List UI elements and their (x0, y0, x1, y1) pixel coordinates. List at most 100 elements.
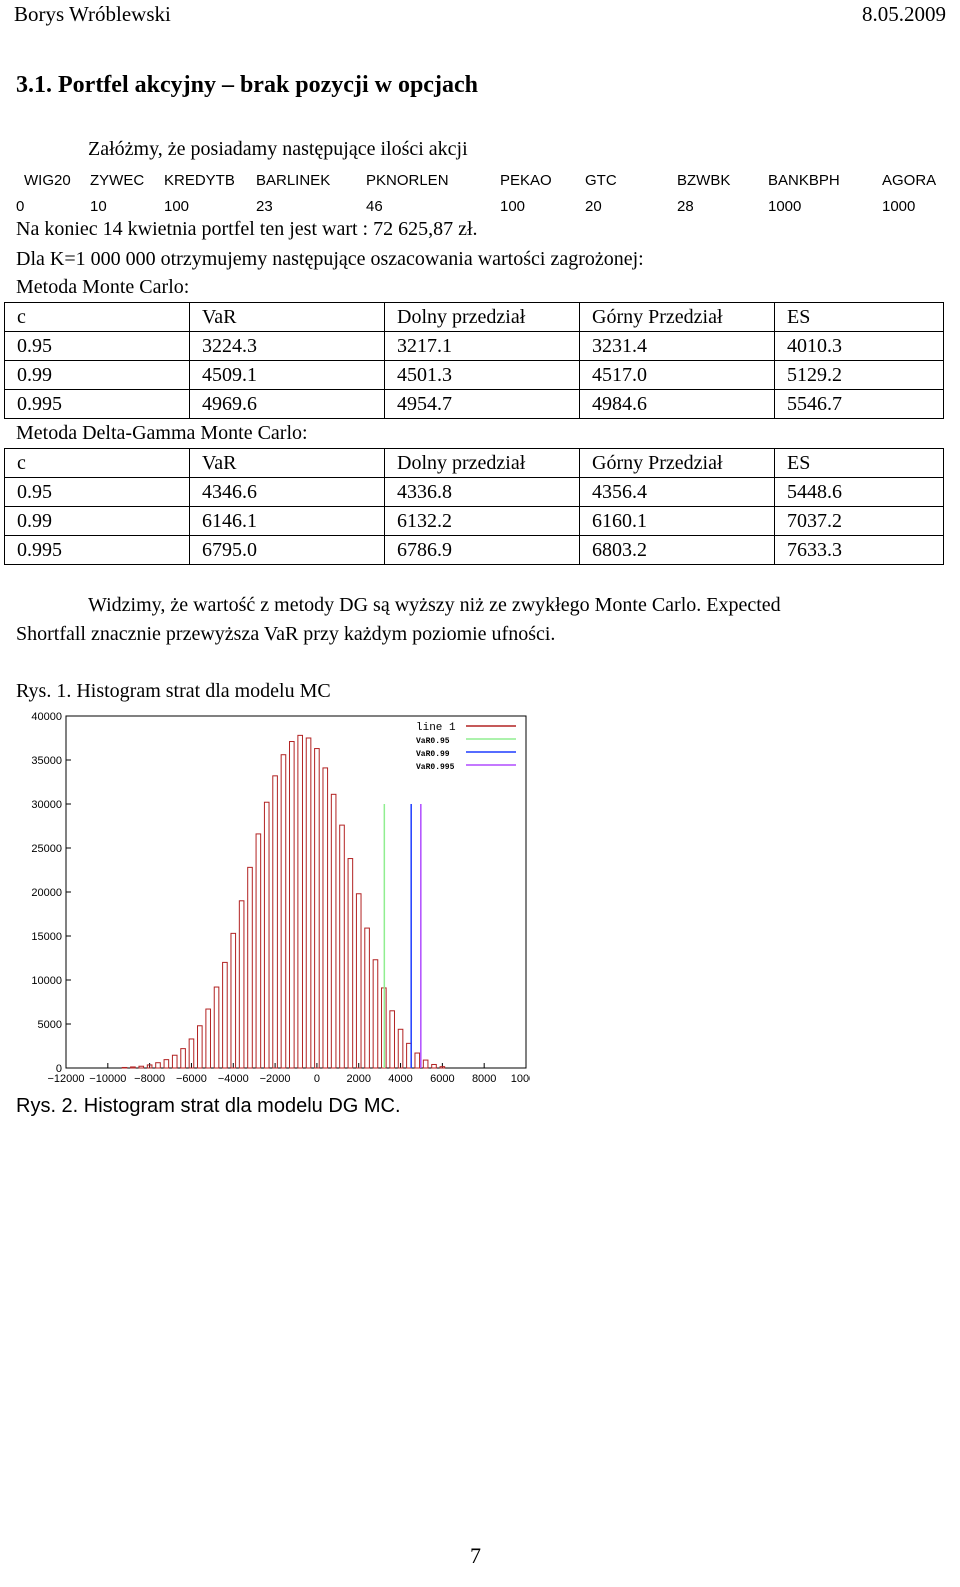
table-cell: 4336.8 (384, 477, 580, 507)
histogram-bar (372, 959, 379, 1069)
header-cell: Górny Przedział (579, 448, 775, 478)
x-tick-label: 0 (314, 1073, 320, 1085)
table-cell: 3231.4 (579, 331, 775, 361)
conclusion-line-1: Widzimy, że wartość z metody DG są wyższ… (88, 594, 781, 616)
histogram-bar (322, 767, 329, 1069)
header-cell: Dolny przedział (384, 448, 580, 478)
table-header-row: c VaR Dolny przedział Górny Przedział ES (4, 448, 944, 478)
table-cell: 7633.3 (774, 535, 944, 565)
table-cell: 4501.3 (384, 360, 580, 390)
y-tick-label: 5000 (38, 1019, 62, 1031)
stock-quantity: 28 (677, 198, 694, 215)
histogram-chart: 0500010000150002000025000300003500040000… (31, 711, 530, 1085)
table-header-row: c VaR Dolny przedział Górny Przedział ES (4, 302, 944, 332)
header-cell: Dolny przedział (384, 302, 580, 332)
histogram-bar (197, 1025, 203, 1069)
header-cell: VaR (189, 302, 385, 332)
histogram-bar (138, 1065, 145, 1069)
histogram-bar (180, 1048, 186, 1069)
table-cell: 0.95 (4, 477, 190, 507)
histogram-bar (314, 748, 320, 1069)
table-cell: 3217.1 (384, 331, 580, 361)
intro-text: Załóżmy, że posiadamy następujące ilości… (88, 138, 468, 160)
histogram-bar (305, 737, 312, 1069)
stock-name: GTC (585, 172, 617, 189)
table-cell: 4969.6 (189, 389, 385, 419)
table-cell: 0.99 (4, 360, 190, 390)
stock-quantity: 1000 (882, 198, 916, 215)
histogram-bar (222, 961, 228, 1069)
histogram-bar (163, 1059, 170, 1069)
stock-name: BANKBPH (768, 172, 840, 189)
stock-name: PEKAO (500, 172, 552, 189)
x-tick-label: −2000 (260, 1073, 291, 1085)
stock-quantity: 100 (164, 198, 190, 215)
stock-quantities-row: 0 10 100 23 46 100 20 28 1000 1000 (0, 198, 960, 222)
histogram-bar (347, 858, 354, 1069)
dgmc-method-title: Metoda Delta-Gamma Monte Carlo: (16, 422, 308, 444)
table-cell: 4984.6 (579, 389, 775, 419)
table-cell: 0.995 (4, 535, 190, 565)
stock-name: BZWBK (677, 172, 731, 189)
table-cell: 6786.9 (384, 535, 580, 565)
histogram-bar (205, 1008, 211, 1069)
table-cell: 5448.6 (774, 477, 944, 507)
table-cell: 5129.2 (774, 360, 944, 390)
table-cell: 4517.0 (579, 360, 775, 390)
table-cell: 4356.4 (579, 477, 775, 507)
x-tick-label: −4000 (218, 1073, 249, 1085)
header-cell: Górny Przedział (579, 302, 775, 332)
x-tick-label: 4000 (388, 1073, 412, 1085)
table-cell: 6146.1 (189, 506, 385, 536)
y-tick-label: 0 (56, 1063, 62, 1075)
legend-label: VaR0.95 (416, 737, 450, 746)
x-tick-label: −8000 (134, 1073, 165, 1085)
histogram-bar (130, 1066, 136, 1069)
x-tick-label: 6000 (430, 1073, 454, 1085)
page-number: 7 (470, 1543, 481, 1568)
table-cell: 5546.7 (774, 389, 944, 419)
histogram-bar (364, 927, 370, 1069)
histogram-bar (280, 754, 287, 1069)
histogram-bar (255, 833, 262, 1069)
histogram-bar (330, 793, 337, 1069)
header-cell: c (4, 302, 190, 332)
stock-quantity: 1000 (768, 198, 802, 215)
table-cell: 6795.0 (189, 535, 385, 565)
histogram-bar (389, 1010, 395, 1069)
y-tick-label: 25000 (31, 843, 62, 855)
histogram-bar (121, 1066, 128, 1069)
y-tick-label: 30000 (31, 799, 62, 811)
figure-1-caption: Rys. 1. Histogram strat dla modelu MC (16, 680, 331, 702)
x-tick-label: −10000 (89, 1073, 126, 1085)
stock-names-row: WIG20 ZYWEC KREDYTB BARLINEK PKNORLEN PE… (0, 172, 960, 196)
histogram-bar (238, 900, 245, 1069)
histogram-bar (263, 801, 270, 1069)
table-row: 0.995 4969.6 4954.7 4984.6 5546.7 (4, 389, 944, 419)
legend-label: VaR0.99 (416, 750, 450, 759)
histogram-bar (297, 734, 303, 1069)
header-cell: VaR (189, 448, 385, 478)
table-row: 0.99 4509.1 4501.3 4517.0 5129.2 (4, 360, 944, 390)
histogram-bar (155, 1062, 161, 1069)
histogram-bar (272, 775, 278, 1069)
histogram-bar (213, 986, 220, 1069)
histogram-bar (247, 866, 253, 1069)
header-cell: ES (774, 302, 944, 332)
table-cell: 4509.1 (189, 360, 385, 390)
section-title: 3.1. Portfel akcyjny – brak pozycji w op… (16, 72, 478, 98)
y-tick-label: 40000 (31, 711, 62, 723)
y-tick-label: 15000 (31, 931, 62, 943)
table-cell: 6160.1 (579, 506, 775, 536)
histogram-bar (355, 893, 362, 1069)
y-tick-label: 10000 (31, 975, 62, 987)
figure-2-caption: Rys. 2. Histogram strat dla modelu DG MC… (16, 1095, 401, 1117)
table-cell: 3224.3 (189, 331, 385, 361)
k-text: Dla K=1 000 000 otrzymujemy następujące … (16, 248, 644, 270)
histogram-bar (439, 1066, 446, 1069)
stock-name: PKNORLEN (366, 172, 449, 189)
histogram-bar (146, 1064, 153, 1069)
stock-quantity: 100 (500, 198, 526, 215)
stock-name: WIG20 (24, 172, 71, 189)
x-tick-label: −12000 (47, 1073, 84, 1085)
